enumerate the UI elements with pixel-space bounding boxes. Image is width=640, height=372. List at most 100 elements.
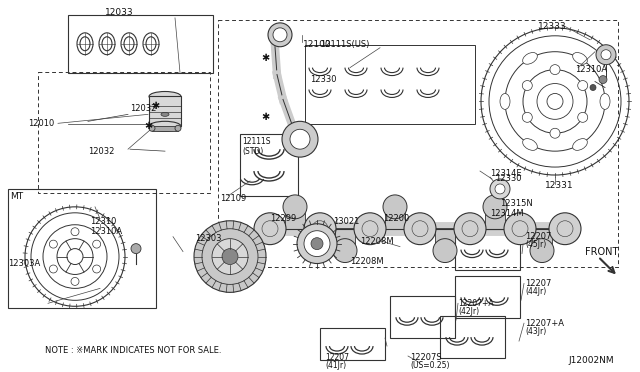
Text: (45Jr): (45Jr) [525,240,547,248]
Bar [390,296,455,338]
Text: 12314E: 12314E [490,169,522,178]
Text: 12315N: 12315N [500,199,532,208]
Text: 12310A: 12310A [575,65,607,74]
Text: 12033: 12033 [105,8,134,17]
Bar [455,276,520,318]
Text: 12100: 12100 [303,40,332,49]
Ellipse shape [573,52,588,64]
Text: (44Jr): (44Jr) [525,288,547,296]
Text: NOTE : ※MARK INDICATES NOT FOR SALE.: NOTE : ※MARK INDICATES NOT FOR SALE. [45,346,221,355]
Text: 12208M: 12208M [360,237,394,246]
Circle shape [495,184,505,194]
Text: 12207: 12207 [325,353,349,362]
Ellipse shape [161,112,169,116]
Ellipse shape [523,52,538,64]
Circle shape [304,231,330,257]
Circle shape [522,81,532,90]
Text: ✱: ✱ [144,121,152,131]
Circle shape [290,129,310,149]
Circle shape [297,224,337,263]
Bar [435,228,455,244]
Text: (43Jr): (43Jr) [525,327,547,336]
Ellipse shape [149,92,181,102]
Text: 12200: 12200 [383,214,409,223]
Text: ✱: ✱ [261,112,269,122]
Text: 12010: 12010 [28,119,54,128]
Text: 13021: 13021 [333,217,360,226]
Bar [335,228,355,244]
Circle shape [131,244,141,254]
Text: 12111S: 12111S [242,137,271,146]
Circle shape [71,278,79,285]
Circle shape [549,213,581,245]
Text: J12002NM: J12002NM [568,356,614,365]
Ellipse shape [523,139,538,150]
Text: 12303: 12303 [195,234,221,243]
Circle shape [596,45,616,65]
Bar [440,316,505,358]
Circle shape [268,23,292,47]
Text: ✱: ✱ [261,53,269,62]
Circle shape [490,179,510,199]
Circle shape [433,239,457,263]
Text: 12207+A: 12207+A [458,299,493,308]
Bar [149,96,181,126]
Circle shape [530,239,554,263]
Bar [218,20,618,266]
Circle shape [93,240,100,248]
Circle shape [311,238,323,250]
Ellipse shape [149,121,181,131]
Circle shape [333,239,357,263]
Text: 12333: 12333 [538,22,566,31]
Text: 12207: 12207 [525,232,552,241]
Circle shape [354,213,386,245]
Text: 12208M: 12208M [350,257,383,266]
Text: 12111S(US): 12111S(US) [320,40,369,49]
Circle shape [578,112,588,122]
Text: 12299: 12299 [270,214,296,223]
Text: (41Jr): (41Jr) [325,361,346,370]
Text: 12207+A: 12207+A [525,319,564,328]
Circle shape [550,65,560,74]
Ellipse shape [600,93,610,109]
Text: 12207: 12207 [525,279,552,288]
Circle shape [71,228,79,236]
Circle shape [194,221,266,292]
Circle shape [282,121,318,157]
Circle shape [49,240,58,248]
Bar [68,15,213,73]
Circle shape [522,112,532,122]
Circle shape [383,195,407,219]
Circle shape [273,28,287,42]
Ellipse shape [149,125,155,131]
Text: 12310A: 12310A [90,227,122,236]
Circle shape [254,213,286,245]
Text: 12331: 12331 [545,181,573,190]
Text: 12330: 12330 [495,174,522,183]
Text: (STD): (STD) [242,147,263,156]
Ellipse shape [175,125,181,131]
Circle shape [601,50,611,60]
Circle shape [283,195,307,219]
Bar [38,71,210,193]
Circle shape [454,213,486,245]
Circle shape [49,265,58,273]
Circle shape [304,213,336,245]
Circle shape [578,81,588,90]
Circle shape [212,239,248,275]
Text: ✱: ✱ [151,102,159,111]
Ellipse shape [500,93,510,109]
Bar [285,213,305,229]
Text: 12310: 12310 [90,217,116,226]
Circle shape [504,213,536,245]
Circle shape [599,76,607,84]
Bar [385,213,405,229]
Text: 12032: 12032 [130,105,156,113]
Text: 12330: 12330 [310,74,337,84]
Text: 12303A: 12303A [8,259,40,267]
Text: MT: MT [10,192,23,201]
Bar [8,189,156,308]
Bar [320,328,385,360]
Text: 12109: 12109 [220,194,246,203]
Circle shape [590,84,596,90]
